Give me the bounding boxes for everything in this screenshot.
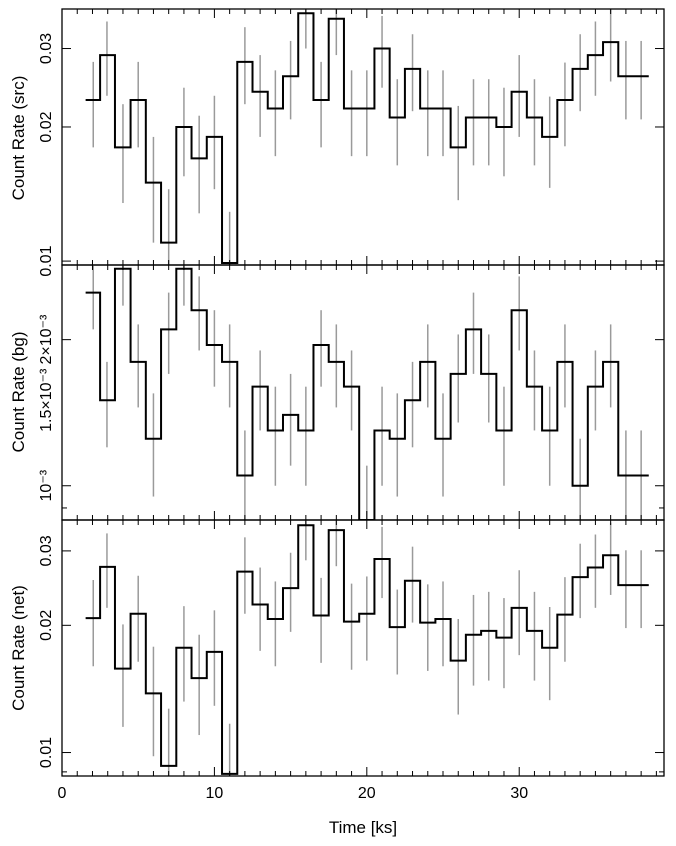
y-tick-label: 0.03 (38, 535, 55, 566)
step-line (85, 12, 649, 265)
net-y-axis-label: Count Rate (net) (9, 585, 28, 711)
panel-bg: 10⁻³ 1.5×10⁻³ 2×10⁻³ Count Rate (bg) (9, 264, 665, 521)
bg-axis-ticks: 10⁻³ 1.5×10⁻³ 2×10⁻³ (38, 265, 664, 520)
bg-error-bars (92, 265, 642, 520)
y-tick-label: 0.02 (38, 111, 55, 142)
src-error-bars (92, 9, 642, 265)
src-y-axis-label: Count Rate (src) (9, 76, 28, 201)
bg-y-axis-label: Count Rate (bg) (9, 332, 28, 453)
net-axis-ticks: 0.01 0.02 0.03 0 10 20 30 (38, 520, 664, 802)
y-tick-label: 0.03 (38, 33, 55, 64)
bg-step-line (85, 267, 649, 520)
x-tick-label: 20 (358, 785, 376, 802)
y-tick-label: 0.01 (38, 245, 55, 276)
net-step-line (85, 524, 649, 775)
step-line (85, 524, 649, 775)
panel-net: 0.01 0.02 0.03 0 10 20 30 Count Rate (net) (9, 519, 665, 802)
y-tick-label: 10⁻³ (38, 469, 55, 501)
net-plot-frame (61, 519, 665, 777)
panel-src: 0.01 0.02 0.03 Count Rate (src) (9, 8, 665, 277)
y-tick-label: 1.5×10⁻³ (38, 368, 55, 432)
step-line (85, 267, 649, 520)
x-tick-label: 30 (510, 785, 528, 802)
x-tick-label: 0 (58, 785, 67, 802)
src-step-line (85, 12, 649, 265)
y-tick-label: 0.01 (38, 737, 55, 768)
x-tick-label: 10 (206, 785, 224, 802)
x-axis-label: Time [ks] (329, 818, 397, 837)
y-tick-label: 2×10⁻³ (38, 314, 55, 364)
src-axis-ticks: 0.01 0.02 0.03 (38, 9, 664, 277)
net-error-bars (92, 520, 642, 776)
y-tick-label: 0.02 (38, 610, 55, 641)
